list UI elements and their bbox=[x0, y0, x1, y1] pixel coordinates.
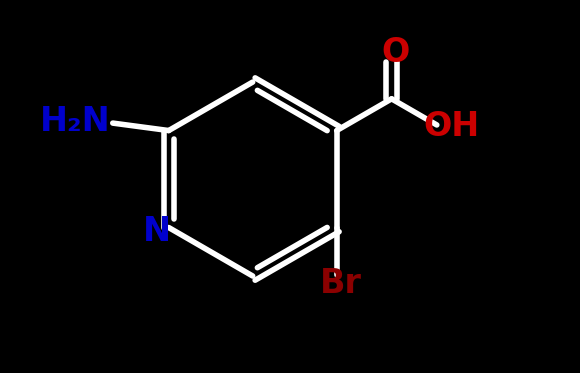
Text: Br: Br bbox=[320, 267, 361, 300]
Text: OH: OH bbox=[423, 110, 480, 143]
Text: N: N bbox=[143, 215, 171, 248]
Text: H₂N: H₂N bbox=[40, 105, 111, 138]
Text: O: O bbox=[381, 37, 409, 69]
